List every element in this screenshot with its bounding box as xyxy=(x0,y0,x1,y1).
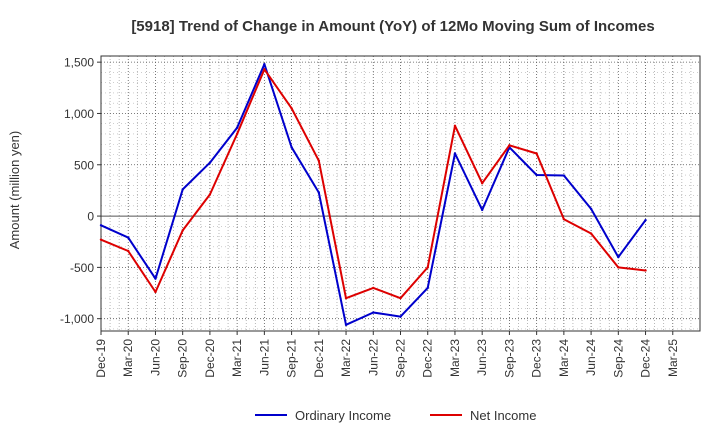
data-point-ordinary-income xyxy=(208,161,212,164)
data-point-net-income xyxy=(208,193,212,196)
data-point-net-income xyxy=(399,296,402,300)
x-tick-label: Mar-21 xyxy=(230,339,244,377)
x-tick-label: Mar-23 xyxy=(448,339,462,377)
data-point-ordinary-income xyxy=(154,277,157,280)
data-point-net-income xyxy=(426,266,429,269)
x-tick-label: Dec-22 xyxy=(421,339,435,378)
data-point-net-income xyxy=(617,266,620,269)
legend-label-net-income: Net Income xyxy=(470,408,536,423)
x-tick-label: Jun-22 xyxy=(366,339,380,376)
data-point-net-income xyxy=(317,159,321,162)
data-point-ordinary-income xyxy=(263,63,266,66)
data-point-ordinary-income xyxy=(344,323,348,327)
data-point-net-income xyxy=(644,269,647,272)
y-tick-label: 1,500 xyxy=(64,56,94,70)
data-point-net-income xyxy=(589,232,593,235)
data-point-ordinary-income xyxy=(480,208,484,212)
data-point-ordinary-income xyxy=(453,152,457,155)
data-point-ordinary-income xyxy=(617,255,620,259)
x-tick-label: Dec-19 xyxy=(94,339,108,378)
legend-label-ordinary-income: Ordinary Income xyxy=(295,408,391,423)
data-point-net-income xyxy=(263,68,266,71)
x-tick-label: Jun-23 xyxy=(475,339,489,376)
data-point-net-income xyxy=(99,238,103,241)
data-point-ordinary-income xyxy=(317,191,321,194)
chart-title: [5918] Trend of Change in Amount (YoY) o… xyxy=(131,18,654,35)
data-point-ordinary-income xyxy=(535,173,538,177)
grid-layer xyxy=(101,56,700,331)
data-point-ordinary-income xyxy=(562,174,566,177)
data-point-ordinary-income xyxy=(127,236,130,239)
data-point-net-income xyxy=(235,132,239,136)
data-point-ordinary-income xyxy=(235,126,239,130)
y-axis-label: Amount (million yen) xyxy=(7,131,22,250)
x-tick-label: Sep-24 xyxy=(611,339,625,378)
data-point-ordinary-income xyxy=(181,188,184,191)
x-tick-label: Mar-25 xyxy=(666,339,680,377)
x-tick-label: Mar-24 xyxy=(557,339,571,377)
data-point-ordinary-income xyxy=(426,286,429,290)
y-tick-label: -1,000 xyxy=(60,312,94,326)
data-point-net-income xyxy=(453,124,457,127)
data-point-ordinary-income xyxy=(644,218,647,222)
data-point-net-income xyxy=(535,152,538,155)
data-point-net-income xyxy=(562,217,566,221)
axis-layer: Dec-19 Mar-20 Jun-20 Sep-20 Dec-20 Mar-21 Jun-… xyxy=(60,55,701,378)
x-tick-label: Sep-23 xyxy=(502,339,516,378)
data-point-net-income xyxy=(181,229,184,232)
data-point-ordinary-income xyxy=(372,311,375,314)
y-tick-label: 1,000 xyxy=(64,107,94,121)
data-point-net-income xyxy=(290,107,293,110)
legend: Ordinary Income Net Income xyxy=(255,408,536,423)
x-tick-label: Dec-21 xyxy=(312,339,326,378)
data-point-ordinary-income xyxy=(290,146,293,149)
data-point-net-income xyxy=(154,290,157,294)
x-tick-label: Sep-21 xyxy=(285,339,299,378)
x-tick-label: Mar-20 xyxy=(121,339,135,377)
data-point-net-income xyxy=(372,286,375,290)
data-point-ordinary-income xyxy=(99,224,103,227)
x-tick-label: Jun-24 xyxy=(584,339,598,376)
x-tick-label: Dec-20 xyxy=(203,339,217,378)
data-point-ordinary-income xyxy=(589,207,593,211)
data-point-net-income xyxy=(127,249,130,253)
series-layer xyxy=(99,63,647,327)
x-tick-label: Mar-22 xyxy=(339,339,353,377)
x-tick-label: Dec-24 xyxy=(639,339,653,378)
plot-frame xyxy=(100,55,701,332)
data-point-net-income xyxy=(344,296,348,300)
data-point-net-income xyxy=(508,144,511,147)
y-tick-label: -500 xyxy=(70,261,94,275)
x-tick-label: Jun-21 xyxy=(257,339,271,376)
y-tick-label: 0 xyxy=(87,210,94,224)
data-point-net-income xyxy=(480,182,484,185)
x-tick-label: Sep-22 xyxy=(394,339,408,378)
x-tick-label: Sep-20 xyxy=(176,339,190,378)
y-tick-label: 500 xyxy=(74,158,94,172)
data-point-ordinary-income xyxy=(399,315,402,318)
x-tick-label: Dec-23 xyxy=(530,339,544,378)
x-tick-label: Jun-20 xyxy=(148,339,162,376)
